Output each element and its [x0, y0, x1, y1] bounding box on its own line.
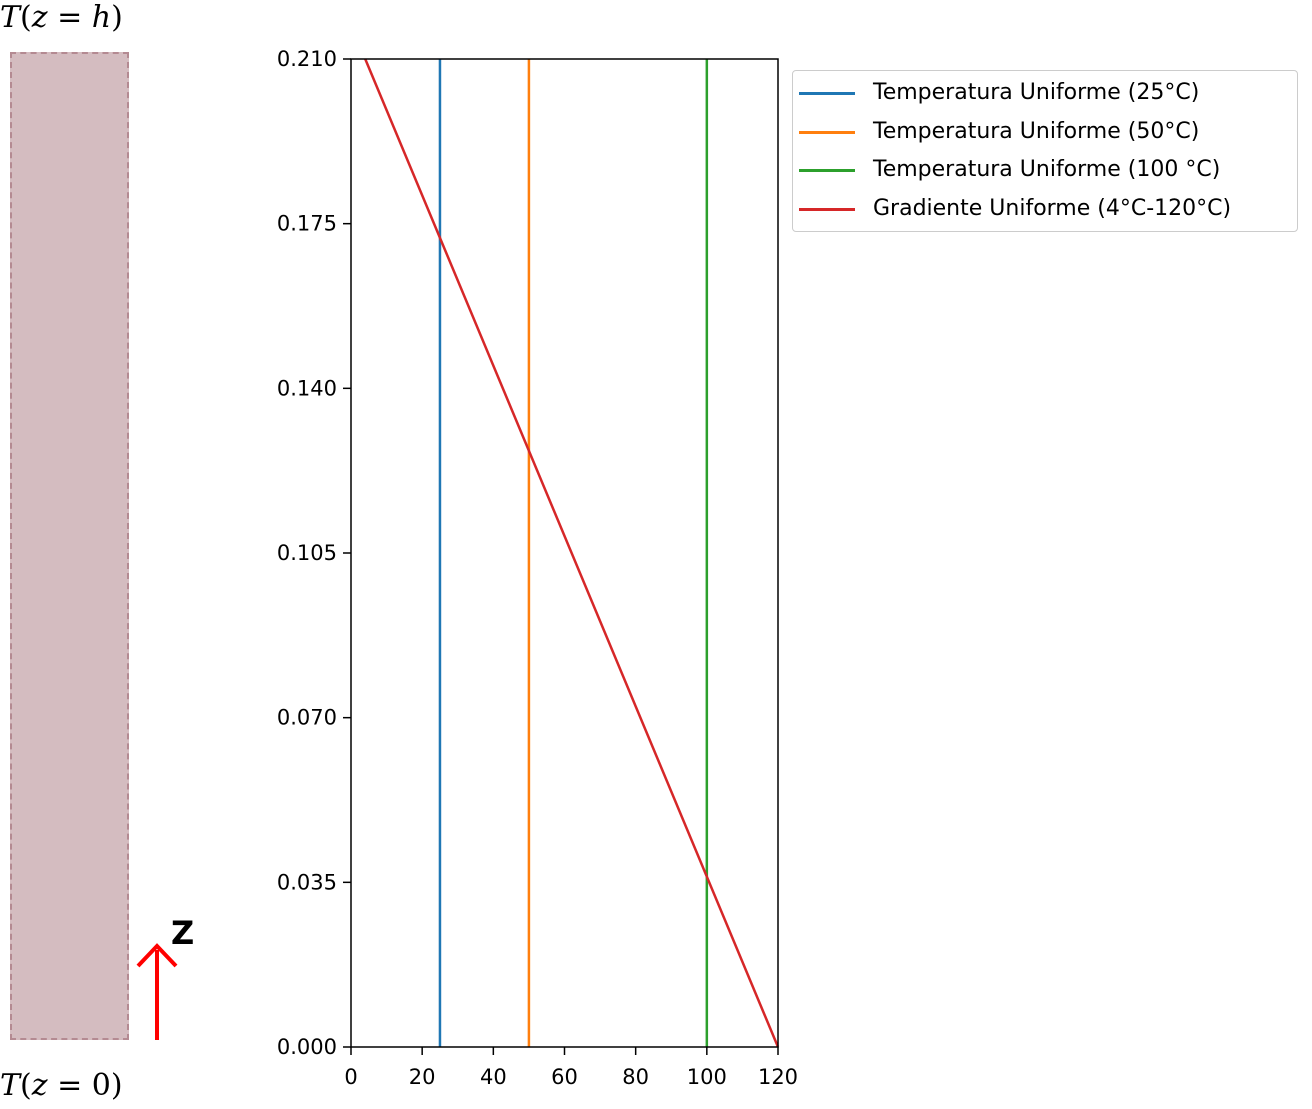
legend-label: Gradiente Uniforme (4°C-120°C)	[873, 195, 1232, 221]
series-line-4	[364, 58, 780, 1048]
top-boundary-label: T(z = h)	[0, 0, 123, 35]
y-tick-label: 0.210	[277, 47, 337, 71]
y-tick-label: 0.035	[277, 870, 337, 894]
legend-label: Temperatura Uniforme (25°C)	[873, 80, 1200, 105]
legend-label: Temperatura Uniforme (100 °C)	[873, 157, 1221, 182]
legend-swatch	[799, 169, 855, 172]
legend-item: Temperatura Uniforme (50°C)	[793, 113, 1297, 151]
x-tick-label: 40	[480, 1065, 507, 1089]
x-tick-label: 100	[687, 1065, 727, 1089]
material-slab	[10, 52, 129, 1040]
legend-swatch	[799, 130, 855, 134]
legend-item: Temperatura Uniforme (25°C)	[793, 74, 1297, 112]
chart-legend: Temperatura Uniforme (25°C) Temperatura U…	[792, 70, 1298, 232]
x-tick-label: 20	[409, 1065, 436, 1089]
x-tick-label: 120	[758, 1065, 798, 1089]
x-tick-label: 60	[551, 1065, 578, 1089]
bottom-boundary-label: T(z = 0)	[0, 1068, 123, 1103]
legend-swatch	[799, 92, 855, 95]
z-arrow-icon	[136, 943, 178, 1040]
legend-label: Temperatura Uniforme (50°C)	[873, 118, 1200, 144]
x-tick-label: 80	[622, 1065, 649, 1089]
z-axis-label: Z	[171, 914, 195, 952]
x-tick-label: 0	[344, 1065, 357, 1089]
axes-frame	[350, 58, 779, 1048]
y-tick-label: 0.140	[277, 376, 337, 400]
y-tick-label: 0.070	[277, 706, 337, 730]
y-tick-label: 0.105	[277, 541, 337, 565]
y-tick-label: 0.000	[277, 1035, 337, 1059]
legend-swatch	[799, 207, 855, 211]
legend-item: Temperatura Uniforme (100 °C)	[793, 151, 1297, 189]
y-tick-label: 0.175	[277, 212, 337, 236]
legend-item: Gradiente Uniforme (4°C-120°C)	[793, 190, 1297, 228]
